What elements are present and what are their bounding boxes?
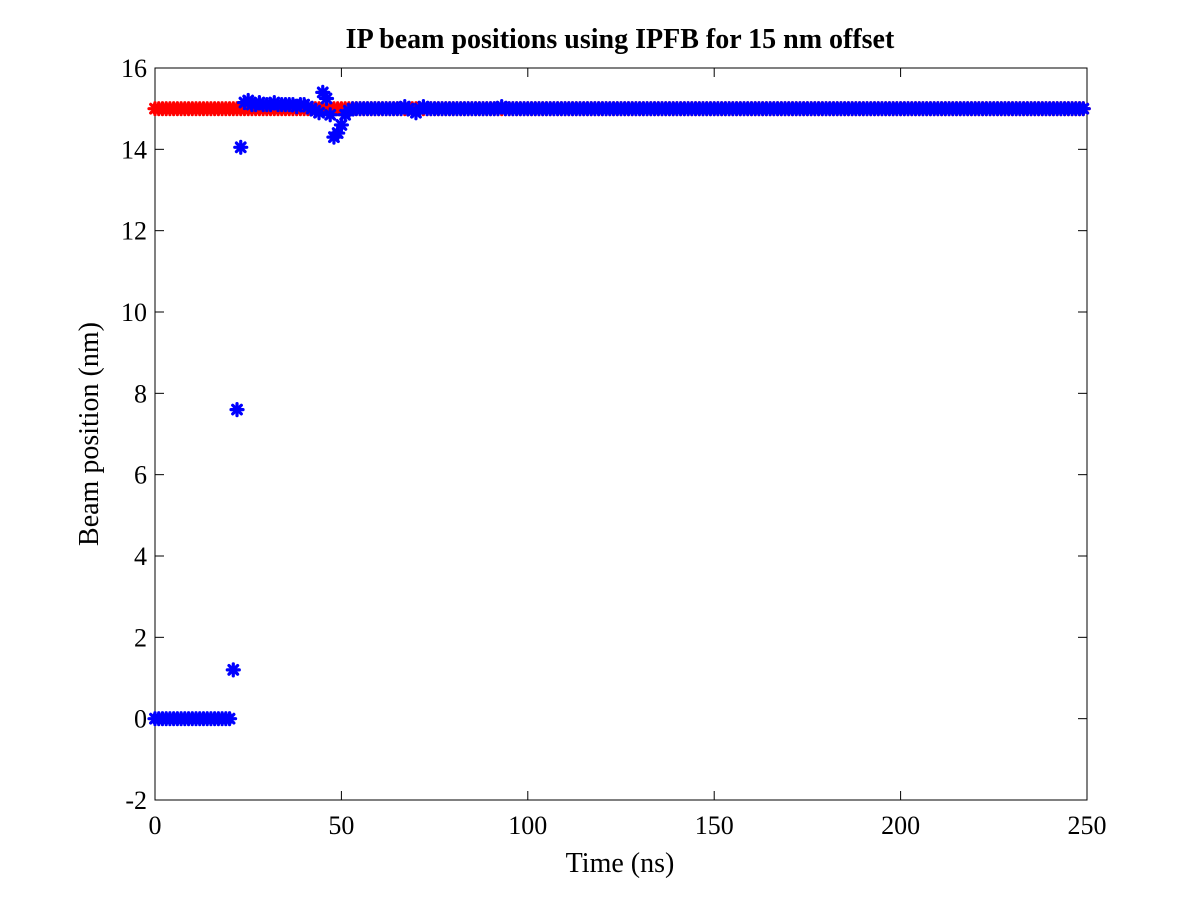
data-points	[147, 84, 1091, 727]
x-tick-label: 0	[149, 811, 162, 840]
blue-series-point	[318, 90, 335, 107]
axis-ticks	[154, 67, 1088, 801]
blue-series-point	[221, 711, 238, 727]
x-tick-label: 50	[328, 811, 354, 840]
x-axis-label: Time (ns)	[566, 848, 675, 879]
y-tick-label: 16	[121, 54, 147, 83]
x-tick-label: 200	[881, 811, 920, 840]
blue-series-point	[1075, 101, 1091, 117]
plot-area	[154, 67, 1088, 801]
blue-series-point	[333, 117, 349, 133]
blue-series-point	[322, 107, 338, 123]
x-tick-label: 100	[508, 811, 547, 840]
y-tick-label: 8	[134, 379, 147, 408]
blue-series-point	[311, 105, 327, 121]
blue-series-point	[233, 139, 249, 155]
y-tick-label: 10	[121, 298, 147, 327]
y-tick-label: -2	[125, 786, 147, 815]
y-tick-label: 12	[121, 217, 147, 246]
y-tick-label: 14	[121, 135, 147, 164]
y-tick-label: 2	[134, 623, 147, 652]
y-tick-label: 4	[134, 542, 147, 571]
blue-series-point	[225, 662, 241, 678]
y-axis-label: Beam position (nm)	[74, 322, 105, 546]
y-tick-label: 0	[134, 705, 147, 734]
x-tick-label: 250	[1068, 811, 1107, 840]
chart-title: IP beam positions using IPFB for 15 nm o…	[346, 24, 895, 55]
x-tick-label: 150	[695, 811, 734, 840]
y-tick-label: 6	[134, 461, 147, 490]
blue-series-point	[229, 402, 245, 418]
